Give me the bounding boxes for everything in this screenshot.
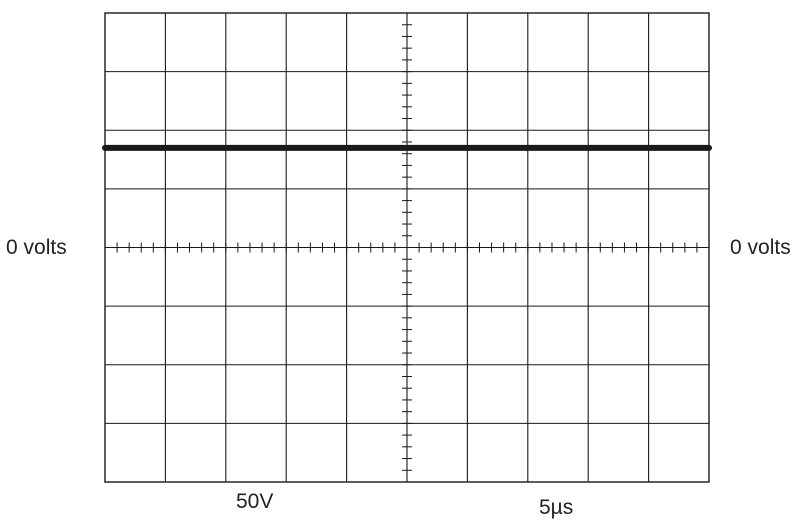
zero-volts-label-left: 0 volts (6, 236, 67, 259)
zero-volts-label-right: 0 volts (730, 236, 791, 259)
time-per-division-label: 5µs (539, 496, 573, 519)
volts-per-division-label: 50V (236, 490, 273, 513)
graticule-ticks (116, 24, 698, 471)
